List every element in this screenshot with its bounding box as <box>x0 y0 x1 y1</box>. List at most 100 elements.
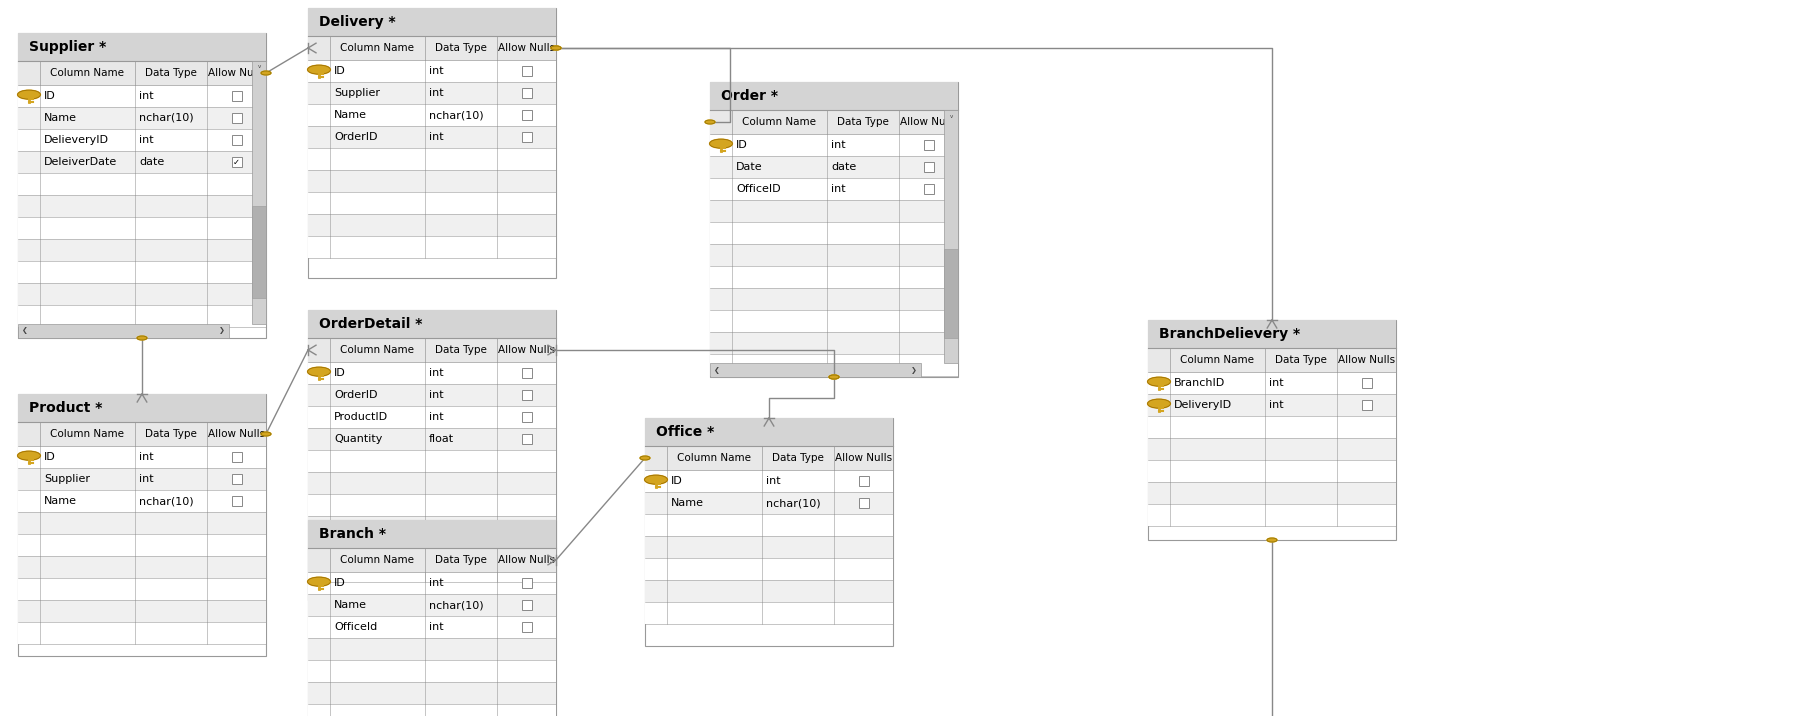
FancyBboxPatch shape <box>18 261 267 283</box>
Text: Supplier: Supplier <box>334 88 379 98</box>
FancyBboxPatch shape <box>308 406 555 428</box>
Text: int: int <box>428 622 443 632</box>
FancyBboxPatch shape <box>1148 482 1395 504</box>
Text: Data Type: Data Type <box>435 43 486 53</box>
FancyBboxPatch shape <box>232 157 241 167</box>
Text: Data Type: Data Type <box>836 117 889 127</box>
FancyBboxPatch shape <box>252 205 267 298</box>
FancyBboxPatch shape <box>308 338 555 362</box>
Text: int: int <box>1268 400 1282 410</box>
Text: ID: ID <box>44 91 56 101</box>
Text: Column Name: Column Name <box>51 68 125 78</box>
FancyBboxPatch shape <box>709 82 958 110</box>
FancyBboxPatch shape <box>308 236 555 258</box>
FancyBboxPatch shape <box>709 178 958 200</box>
FancyBboxPatch shape <box>308 520 555 716</box>
Text: DeleiverDate: DeleiverDate <box>44 157 118 167</box>
Text: v: v <box>258 64 261 69</box>
FancyBboxPatch shape <box>18 283 267 305</box>
Text: Allow Nulls: Allow Nulls <box>497 43 555 53</box>
FancyBboxPatch shape <box>308 572 555 594</box>
Circle shape <box>644 475 668 484</box>
Text: Allow Nulls: Allow Nulls <box>834 453 892 463</box>
FancyBboxPatch shape <box>709 156 958 178</box>
Text: Product *: Product * <box>29 401 102 415</box>
Text: int: int <box>428 66 443 76</box>
FancyBboxPatch shape <box>308 594 555 616</box>
FancyBboxPatch shape <box>232 91 241 101</box>
Text: Allow Nulls: Allow Nulls <box>497 345 555 355</box>
FancyBboxPatch shape <box>1148 416 1395 438</box>
FancyBboxPatch shape <box>1148 372 1395 394</box>
FancyBboxPatch shape <box>308 704 555 716</box>
Text: Column Name: Column Name <box>677 453 751 463</box>
Text: BranchID: BranchID <box>1174 378 1224 388</box>
Text: OfficeID: OfficeID <box>736 184 780 194</box>
FancyBboxPatch shape <box>709 82 958 377</box>
Text: OrderID: OrderID <box>334 390 377 400</box>
FancyBboxPatch shape <box>18 239 267 261</box>
FancyBboxPatch shape <box>1148 394 1395 416</box>
FancyBboxPatch shape <box>308 428 555 450</box>
Text: Column Name: Column Name <box>341 555 414 565</box>
FancyBboxPatch shape <box>644 418 892 446</box>
Text: Date: Date <box>736 162 762 172</box>
FancyBboxPatch shape <box>18 422 267 446</box>
Text: Column Name: Column Name <box>51 429 125 439</box>
Text: Order *: Order * <box>720 89 778 103</box>
Text: int: int <box>140 91 154 101</box>
Text: ProductID: ProductID <box>334 412 388 422</box>
FancyBboxPatch shape <box>18 85 267 107</box>
Text: DeliveryID: DeliveryID <box>1174 400 1232 410</box>
Text: Branch *: Branch * <box>319 527 386 541</box>
FancyBboxPatch shape <box>18 622 267 644</box>
FancyBboxPatch shape <box>709 244 958 266</box>
FancyBboxPatch shape <box>308 384 555 406</box>
FancyBboxPatch shape <box>709 288 958 310</box>
FancyBboxPatch shape <box>18 305 267 327</box>
Text: int: int <box>428 368 443 378</box>
FancyBboxPatch shape <box>308 8 555 36</box>
Text: OrderDetail *: OrderDetail * <box>319 317 423 331</box>
FancyBboxPatch shape <box>709 310 958 332</box>
FancyBboxPatch shape <box>521 600 532 610</box>
Circle shape <box>551 46 561 50</box>
FancyBboxPatch shape <box>1148 348 1395 372</box>
FancyBboxPatch shape <box>308 310 555 600</box>
FancyBboxPatch shape <box>18 324 229 338</box>
Text: nchar(10): nchar(10) <box>140 113 194 123</box>
Text: DelieveryID: DelieveryID <box>44 135 109 145</box>
FancyBboxPatch shape <box>308 148 555 170</box>
Circle shape <box>1146 399 1170 408</box>
FancyBboxPatch shape <box>308 538 555 560</box>
Text: Column Name: Column Name <box>1179 355 1253 365</box>
Circle shape <box>1146 377 1170 386</box>
FancyBboxPatch shape <box>308 362 555 384</box>
FancyBboxPatch shape <box>308 560 555 582</box>
FancyBboxPatch shape <box>521 66 532 76</box>
FancyBboxPatch shape <box>709 110 958 134</box>
Text: Supplier *: Supplier * <box>29 40 105 54</box>
Text: v: v <box>949 114 952 119</box>
Text: int: int <box>831 184 845 194</box>
Text: date: date <box>140 157 163 167</box>
FancyBboxPatch shape <box>644 580 892 602</box>
FancyBboxPatch shape <box>709 363 920 377</box>
Text: nchar(10): nchar(10) <box>766 498 820 508</box>
FancyBboxPatch shape <box>308 516 555 538</box>
Text: Column Name: Column Name <box>341 345 414 355</box>
Text: int: int <box>428 412 443 422</box>
Circle shape <box>18 90 40 99</box>
Circle shape <box>136 336 147 340</box>
FancyBboxPatch shape <box>1148 320 1395 348</box>
FancyBboxPatch shape <box>18 61 267 85</box>
FancyBboxPatch shape <box>308 450 555 472</box>
Text: float: float <box>428 434 454 444</box>
Text: Column Name: Column Name <box>341 43 414 53</box>
Text: BranchDelievery *: BranchDelievery * <box>1159 327 1299 341</box>
Circle shape <box>829 375 838 379</box>
Circle shape <box>307 367 330 376</box>
FancyBboxPatch shape <box>521 578 532 588</box>
Text: int: int <box>766 476 780 486</box>
Text: date: date <box>831 162 856 172</box>
